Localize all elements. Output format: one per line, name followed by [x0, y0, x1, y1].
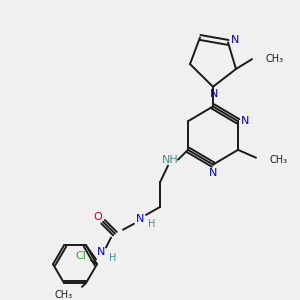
Text: H: H [109, 253, 117, 263]
Text: N: N [209, 167, 217, 178]
Text: N: N [241, 116, 249, 126]
Text: O: O [94, 212, 102, 222]
Text: NH: NH [162, 155, 178, 165]
Text: N: N [210, 88, 218, 99]
Text: N: N [97, 248, 105, 257]
Text: N: N [136, 214, 144, 224]
Text: CH₃: CH₃ [55, 290, 73, 300]
Text: CH₃: CH₃ [270, 155, 288, 165]
Text: CH₃: CH₃ [266, 54, 284, 64]
Text: H: H [148, 219, 156, 229]
Text: Cl: Cl [76, 251, 86, 261]
Text: N: N [231, 35, 239, 45]
